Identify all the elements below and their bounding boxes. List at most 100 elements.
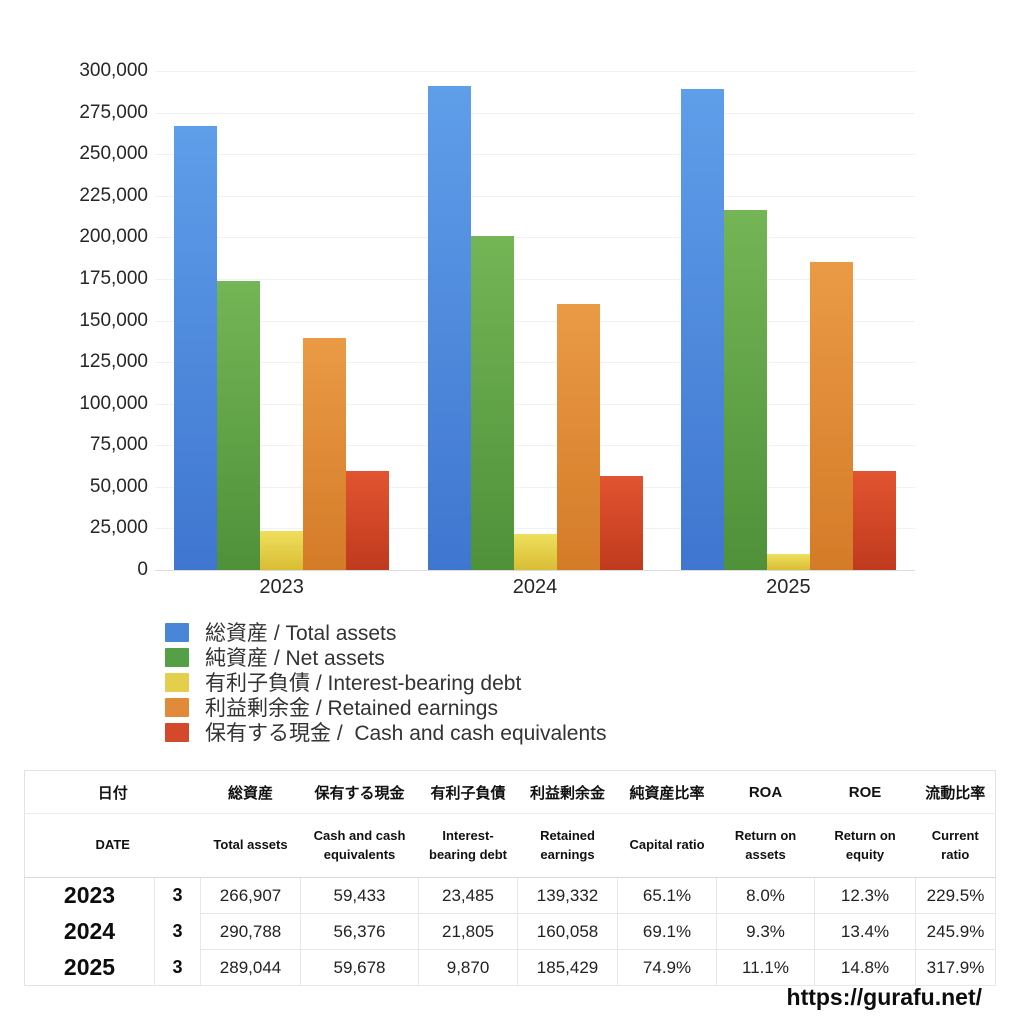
table-header-en: Total assets	[200, 813, 301, 878]
legend-item: 純資産 / Net assets	[165, 647, 607, 670]
y-axis-tick-label: 125,000	[79, 351, 148, 373]
table-header-en: Capital ratio	[617, 813, 717, 878]
chart-bar	[470, 235, 514, 570]
table-cell-value: 266,907	[200, 877, 302, 914]
chart-legend: 総資産 / Total assets 純資産 / Net assets 有利子負債 …	[165, 622, 607, 745]
gridline	[155, 195, 915, 197]
legend-color-swatch	[165, 647, 189, 667]
chart-bar	[513, 533, 557, 570]
legend-item: 利益剰余金 / Retained earnings	[165, 697, 607, 720]
table-row: 2023 3 266,907 59,433 23,485 139,332 65.1% 8.0%…	[24, 877, 997, 914]
gridline	[155, 570, 915, 571]
y-axis-tick-label: 275,000	[79, 101, 148, 123]
table-cell-value: 245.9%	[915, 913, 997, 950]
table-header-jp: ROA	[716, 770, 815, 814]
table-header-row-en: DATE Total assets Cash and cash equivalent…	[24, 813, 996, 878]
y-axis-tick-label: 175,000	[79, 267, 148, 289]
table-cell-month: 3	[154, 877, 202, 914]
table-header-jp: 日付	[24, 770, 201, 814]
chart-bar	[723, 209, 767, 570]
watermark-url: https://gurafu.net/	[786, 984, 982, 1010]
table-header-en: Return on assets	[716, 813, 815, 878]
legend-item-label: 純資産 / Net assets	[205, 647, 385, 670]
x-axis-category-label: 2025	[766, 576, 811, 598]
y-axis-tick-label: 50,000	[89, 475, 148, 497]
gridline	[155, 362, 915, 364]
y-axis-tick-label: 250,000	[79, 143, 148, 165]
legend-item-label: 有利子負債 / Interest-bearing debt	[205, 672, 522, 695]
chart-bar	[680, 89, 724, 570]
legend-item: 総資産 / Total assets	[165, 622, 607, 645]
legend-color-swatch	[165, 672, 189, 692]
gridline	[155, 528, 915, 530]
table-cell-value: 12.3%	[814, 877, 917, 914]
gridline	[155, 237, 915, 239]
chart-bar	[260, 530, 304, 570]
legend-item-label: 保有する現金 / Cash and cash equivalents	[205, 722, 607, 745]
table-header-row-jp: 日付 総資産 保有する現金 有利子負債 利益剰余金 純資産比率 ROA ROE 流動比率	[24, 770, 996, 814]
y-axis-tick-label: 0	[137, 559, 148, 580]
table-cell-value: 23,485	[418, 877, 519, 914]
legend-color-swatch	[165, 697, 189, 717]
table-header-en: Cash and cash equivalents	[300, 813, 419, 878]
chart-bar	[217, 280, 261, 570]
legend-color-swatch	[165, 622, 189, 642]
y-axis-tick-label: 100,000	[79, 392, 148, 414]
table-header-en: Current ratio	[915, 813, 996, 878]
legend-item: 保有する現金 / Cash and cash equivalents	[165, 722, 607, 745]
chart-bar	[852, 470, 896, 570]
gridline	[155, 71, 915, 72]
table-header-jp: 有利子負債	[418, 770, 518, 814]
table-cell-value: 59,678	[300, 949, 420, 986]
table-header-jp: 純資産比率	[617, 770, 717, 814]
table-cell-value: 11.1%	[716, 949, 816, 986]
chart-bar	[809, 261, 853, 570]
table-cell-year: 2024	[24, 913, 155, 950]
gridline	[155, 278, 915, 280]
table-cell-value: 56,376	[300, 913, 420, 950]
table-cell-month: 3	[154, 913, 202, 950]
table-header-en: Return on equity	[814, 813, 916, 878]
table-row: 2025 3 289,044 59,678 9,870 185,429 74.9% 11.1%…	[24, 949, 997, 986]
table-cell-value: 9.3%	[716, 913, 816, 950]
table-row: 2024 3 290,788 56,376 21,805 160,058 69.1% 9.3%…	[24, 913, 997, 950]
chart-bar	[346, 471, 390, 570]
table-cell-value: 14.8%	[814, 949, 917, 986]
chart-bar	[766, 553, 810, 570]
y-axis-tick-label: 300,000	[79, 60, 148, 81]
table-cell-value: 59,433	[300, 877, 420, 914]
gridline	[155, 112, 915, 114]
gridline	[155, 154, 915, 156]
table-cell-value: 65.1%	[617, 877, 718, 914]
table-cell-value: 21,805	[418, 913, 519, 950]
table-cell-value: 185,429	[517, 949, 619, 986]
y-axis-tick-label: 25,000	[89, 517, 148, 539]
chart-bar	[174, 126, 218, 570]
bar-group-2023	[174, 71, 390, 570]
table-cell-value: 74.9%	[617, 949, 718, 986]
legend-color-swatch	[165, 722, 189, 742]
bar-group-2024	[427, 71, 643, 570]
table-cell-value: 160,058	[517, 913, 619, 950]
table-header-en: Retained earnings	[517, 813, 618, 878]
x-axis-category-label: 2023	[259, 576, 304, 598]
financial-data-table: 日付 総資産 保有する現金 有利子負債 利益剰余金 純資産比率 ROA ROE 流動比率 DATE…	[24, 770, 997, 986]
table-cell-value: 69.1%	[617, 913, 718, 950]
table-cell-year: 2025	[24, 949, 155, 986]
chart-bar	[427, 86, 471, 570]
gridline	[155, 403, 915, 405]
table-header-jp: 流動比率	[915, 770, 996, 814]
legend-item-label: 利益剰余金 / Retained earnings	[205, 697, 498, 720]
gridline	[155, 445, 915, 447]
y-axis-tick-label: 200,000	[79, 226, 148, 248]
bar-chart-plot-area	[155, 71, 915, 571]
table-cell-value: 9,870	[418, 949, 519, 986]
gridline	[155, 486, 915, 488]
table-cell-value: 290,788	[200, 913, 302, 950]
bar-group-2025	[680, 71, 896, 570]
legend-item-label: 総資産 / Total assets	[205, 622, 397, 645]
table-cell-value: 317.9%	[915, 949, 997, 986]
table-cell-value: 289,044	[200, 949, 302, 986]
table-cell-value: 8.0%	[716, 877, 816, 914]
